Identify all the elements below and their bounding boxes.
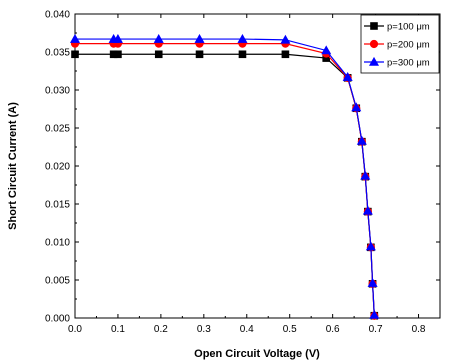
axis-ticks: 0.0 0.1 0.2 0.3 0.4 0.5 0.6 0.7 0.8 0.000 0.005 0.0… bbox=[45, 10, 440, 335]
y-tick-label: 0.010 bbox=[45, 238, 70, 249]
data-point bbox=[154, 50, 163, 59]
series-line bbox=[75, 38, 375, 315]
x-tick-label: 0.3 bbox=[197, 324, 211, 335]
data-point bbox=[360, 170, 371, 180]
legend-label: p=200 μm bbox=[387, 40, 430, 51]
y-tick-label: 0.040 bbox=[45, 10, 70, 21]
series-2 bbox=[70, 39, 379, 320]
x-tick-label: 0.0 bbox=[68, 324, 82, 335]
legend-label: p=100 μm bbox=[387, 22, 430, 33]
y-tick-label: 0.020 bbox=[45, 162, 70, 173]
data-point bbox=[342, 71, 353, 81]
legend-entry: p=200 μm bbox=[364, 40, 430, 51]
x-tick-label: 0.4 bbox=[240, 324, 254, 335]
legend-entry: p=300 μm bbox=[364, 56, 430, 69]
x-tick-label: 0.6 bbox=[326, 324, 340, 335]
legend: p=100 μm p=200 μm p=300 μm bbox=[360, 14, 440, 74]
legend-entry: p=100 μm bbox=[364, 22, 430, 33]
series-line bbox=[75, 43, 375, 316]
x-axis-title: Open Circuit Voltage (V) bbox=[194, 348, 320, 360]
y-tick-label: 0.015 bbox=[45, 200, 70, 211]
data-point bbox=[237, 33, 248, 43]
legend-marker bbox=[369, 39, 379, 49]
y-tick-label: 0.025 bbox=[45, 124, 70, 135]
x-tick-label: 0.5 bbox=[283, 324, 297, 335]
series-1 bbox=[71, 50, 379, 320]
data-point bbox=[280, 34, 291, 44]
y-tick-label: 0.000 bbox=[45, 314, 70, 325]
y-axis-title: Short Circuit Current (A) bbox=[7, 102, 19, 230]
data-point bbox=[153, 33, 164, 43]
data-point bbox=[369, 309, 380, 319]
data-point bbox=[69, 33, 81, 43]
data-point bbox=[351, 102, 362, 112]
series-3 bbox=[69, 33, 380, 319]
data-point bbox=[114, 50, 122, 59]
legend-items: p=100 μm p=200 μm p=300 μm bbox=[364, 22, 430, 69]
x-tick-label: 0.2 bbox=[154, 324, 168, 335]
data-point bbox=[365, 241, 376, 251]
y-tick-label: 0.005 bbox=[45, 276, 70, 287]
data-point bbox=[112, 33, 123, 43]
y-tick-label: 0.030 bbox=[45, 86, 70, 97]
y-tick-label: 0.035 bbox=[45, 48, 70, 59]
legend-marker bbox=[370, 22, 378, 30]
data-point bbox=[238, 50, 247, 59]
data-point bbox=[362, 205, 373, 215]
data-point bbox=[281, 50, 290, 59]
legend-label: p=300 μm bbox=[387, 58, 430, 69]
data-point bbox=[71, 50, 79, 59]
data-point bbox=[194, 33, 205, 43]
series-line bbox=[75, 53, 375, 316]
x-tick-label: 0.8 bbox=[412, 324, 426, 335]
x-tick-label: 0.7 bbox=[369, 324, 383, 335]
legend-marker bbox=[368, 56, 380, 66]
data-point bbox=[367, 277, 378, 287]
data-point bbox=[195, 50, 204, 59]
data-point bbox=[356, 135, 367, 145]
series-layer bbox=[69, 33, 380, 320]
data-point bbox=[321, 45, 332, 55]
x-tick-label: 0.1 bbox=[111, 324, 125, 335]
